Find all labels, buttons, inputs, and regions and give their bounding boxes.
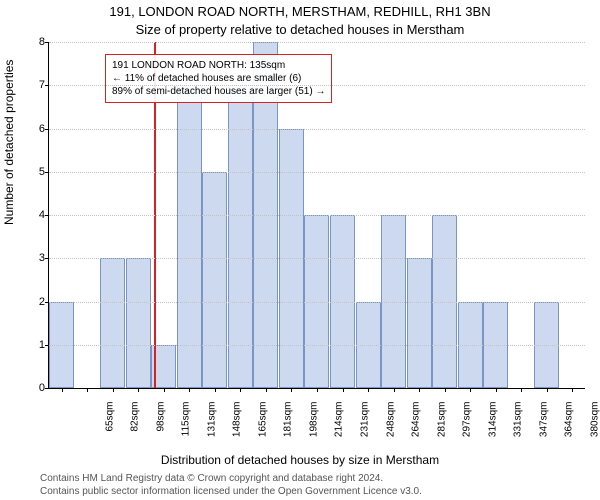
x-tick-mark (240, 388, 241, 392)
histogram-bar (407, 258, 432, 388)
annotation-line3: 89% of semi-detached houses are larger (… (112, 85, 325, 98)
x-tick-label: 98sqm (155, 402, 166, 452)
x-tick-mark (138, 388, 139, 392)
y-tick-mark (45, 258, 49, 259)
y-tick-mark (45, 215, 49, 216)
x-tick-mark (164, 388, 165, 392)
y-axis-label: Number of detached properties (2, 60, 16, 225)
footer-line2: Contains public sector information licen… (40, 486, 422, 499)
x-tick-mark (521, 388, 522, 392)
x-tick-mark (445, 388, 446, 392)
x-tick-label: 264sqm (411, 402, 422, 452)
x-tick-label: 214sqm (334, 402, 345, 452)
y-tick-mark (45, 85, 49, 86)
y-tick-mark (45, 129, 49, 130)
x-tick-label: 297sqm (462, 402, 473, 452)
x-tick-mark (266, 388, 267, 392)
attribution-footer: Contains HM Land Registry data © Crown c… (40, 473, 422, 498)
x-tick-label: 231sqm (360, 402, 371, 452)
x-tick-mark (189, 388, 190, 392)
x-tick-mark (113, 388, 114, 392)
x-tick-mark (394, 388, 395, 392)
x-tick-label: 65sqm (104, 402, 115, 452)
x-tick-label: 331sqm (513, 402, 524, 452)
gridline (49, 129, 585, 130)
x-tick-mark (547, 388, 548, 392)
chart-subtitle: Size of property relative to detached ho… (0, 22, 600, 37)
gridline (49, 258, 585, 259)
x-tick-label: 148sqm (232, 402, 243, 452)
x-tick-label: 248sqm (385, 402, 396, 452)
x-tick-label: 364sqm (564, 402, 575, 452)
x-tick-label: 314sqm (487, 402, 498, 452)
chart-container: 191, LONDON ROAD NORTH, MERSTHAM, REDHIL… (0, 0, 600, 500)
x-tick-label: 115sqm (181, 402, 192, 452)
y-tick-mark (45, 302, 49, 303)
x-tick-label: 347sqm (538, 402, 549, 452)
x-tick-label: 281sqm (436, 402, 447, 452)
gridline (49, 215, 585, 216)
x-tick-label: 198sqm (308, 402, 319, 452)
x-tick-label: 380sqm (589, 402, 600, 452)
x-tick-mark (291, 388, 292, 392)
y-tick-label: 2 (27, 296, 45, 308)
histogram-bar (228, 85, 253, 388)
x-tick-mark (62, 388, 63, 392)
x-tick-mark (419, 388, 420, 392)
x-tick-mark (572, 388, 573, 392)
histogram-bar (126, 258, 151, 388)
y-tick-label: 0 (27, 382, 45, 394)
gridline (49, 302, 585, 303)
x-tick-mark (368, 388, 369, 392)
y-tick-mark (45, 388, 49, 389)
y-tick-mark (45, 172, 49, 173)
footer-line1: Contains HM Land Registry data © Crown c… (40, 473, 422, 486)
x-tick-label: 131sqm (206, 402, 217, 452)
y-tick-label: 6 (27, 123, 45, 135)
x-tick-mark (87, 388, 88, 392)
gridline (49, 85, 585, 86)
gridline (49, 42, 585, 43)
y-tick-label: 5 (27, 166, 45, 178)
annotation-line1: 191 LONDON ROAD NORTH: 135sqm (112, 59, 325, 72)
histogram-bar (100, 258, 125, 388)
x-tick-mark (470, 388, 471, 392)
x-tick-label: 181sqm (283, 402, 294, 452)
annotation-line2: ← 11% of detached houses are smaller (6) (112, 72, 325, 85)
histogram-bar (202, 172, 227, 388)
histogram-bar (177, 85, 202, 388)
chart-title: 191, LONDON ROAD NORTH, MERSTHAM, REDHIL… (0, 4, 600, 19)
y-tick-label: 7 (27, 79, 45, 91)
y-tick-label: 1 (27, 339, 45, 351)
x-tick-mark (317, 388, 318, 392)
x-tick-label: 165sqm (257, 402, 268, 452)
y-tick-mark (45, 345, 49, 346)
gridline (49, 172, 585, 173)
x-tick-mark (215, 388, 216, 392)
x-tick-mark (496, 388, 497, 392)
y-tick-label: 8 (27, 36, 45, 48)
x-axis-label: Distribution of detached houses by size … (0, 453, 600, 467)
x-tick-label: 82sqm (130, 402, 141, 452)
y-tick-label: 3 (27, 252, 45, 264)
plot-area: 191 LONDON ROAD NORTH: 135sqm ← 11% of d… (48, 42, 585, 389)
y-tick-mark (45, 42, 49, 43)
y-tick-label: 4 (27, 209, 45, 221)
gridline (49, 345, 585, 346)
annotation-box: 191 LONDON ROAD NORTH: 135sqm ← 11% of d… (105, 54, 332, 103)
x-tick-mark (343, 388, 344, 392)
